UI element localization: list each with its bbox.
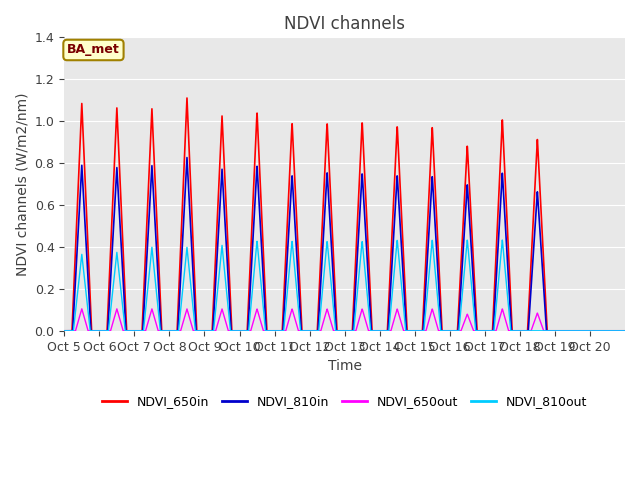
Line: NDVI_810in: NDVI_810in bbox=[64, 157, 625, 331]
NDVI_650out bbox=[615, 328, 623, 334]
X-axis label: Time: Time bbox=[328, 359, 362, 373]
Y-axis label: NDVI channels (W/m2/nm): NDVI channels (W/m2/nm) bbox=[15, 92, 29, 276]
NDVI_650out bbox=[536, 316, 543, 322]
Line: NDVI_650out: NDVI_650out bbox=[64, 309, 625, 331]
NDVI_810out bbox=[466, 265, 474, 271]
Text: BA_met: BA_met bbox=[67, 44, 120, 57]
NDVI_810out bbox=[60, 328, 68, 334]
NDVI_810in bbox=[60, 328, 68, 334]
NDVI_650out bbox=[466, 319, 474, 324]
NDVI_650out bbox=[621, 328, 629, 334]
Title: NDVI channels: NDVI channels bbox=[284, 15, 405, 33]
NDVI_650out bbox=[417, 328, 424, 334]
NDVI_810out bbox=[615, 328, 623, 334]
NDVI_810in bbox=[466, 226, 474, 231]
NDVI_810out bbox=[621, 328, 629, 334]
NDVI_650out bbox=[60, 328, 68, 334]
NDVI_650out bbox=[502, 318, 509, 324]
NDVI_650in bbox=[60, 328, 68, 334]
Line: NDVI_650in: NDVI_650in bbox=[64, 98, 625, 331]
NDVI_810in bbox=[615, 328, 623, 334]
NDVI_810in bbox=[417, 328, 424, 334]
NDVI_810out bbox=[536, 328, 543, 334]
NDVI_650in bbox=[502, 191, 509, 197]
Line: NDVI_810out: NDVI_810out bbox=[64, 240, 625, 331]
NDVI_650in bbox=[175, 281, 183, 287]
NDVI_650in bbox=[536, 177, 543, 182]
NDVI_810in bbox=[175, 304, 183, 310]
NDVI_810in bbox=[183, 155, 191, 160]
NDVI_810out bbox=[417, 328, 424, 334]
Legend: NDVI_650in, NDVI_810in, NDVI_650out, NDVI_810out: NDVI_650in, NDVI_810in, NDVI_650out, NDV… bbox=[97, 390, 592, 413]
NDVI_650out bbox=[78, 306, 86, 312]
NDVI_650in bbox=[621, 328, 629, 334]
NDVI_810in bbox=[502, 230, 509, 236]
NDVI_810out bbox=[499, 237, 506, 243]
NDVI_650out bbox=[175, 328, 183, 334]
NDVI_650in bbox=[615, 328, 623, 334]
NDVI_810in bbox=[621, 328, 629, 334]
NDVI_810in bbox=[536, 220, 543, 226]
NDVI_810out bbox=[502, 275, 509, 280]
NDVI_650in bbox=[417, 328, 424, 334]
NDVI_650in bbox=[466, 194, 474, 200]
NDVI_810out bbox=[175, 323, 183, 328]
NDVI_650in bbox=[183, 95, 191, 101]
